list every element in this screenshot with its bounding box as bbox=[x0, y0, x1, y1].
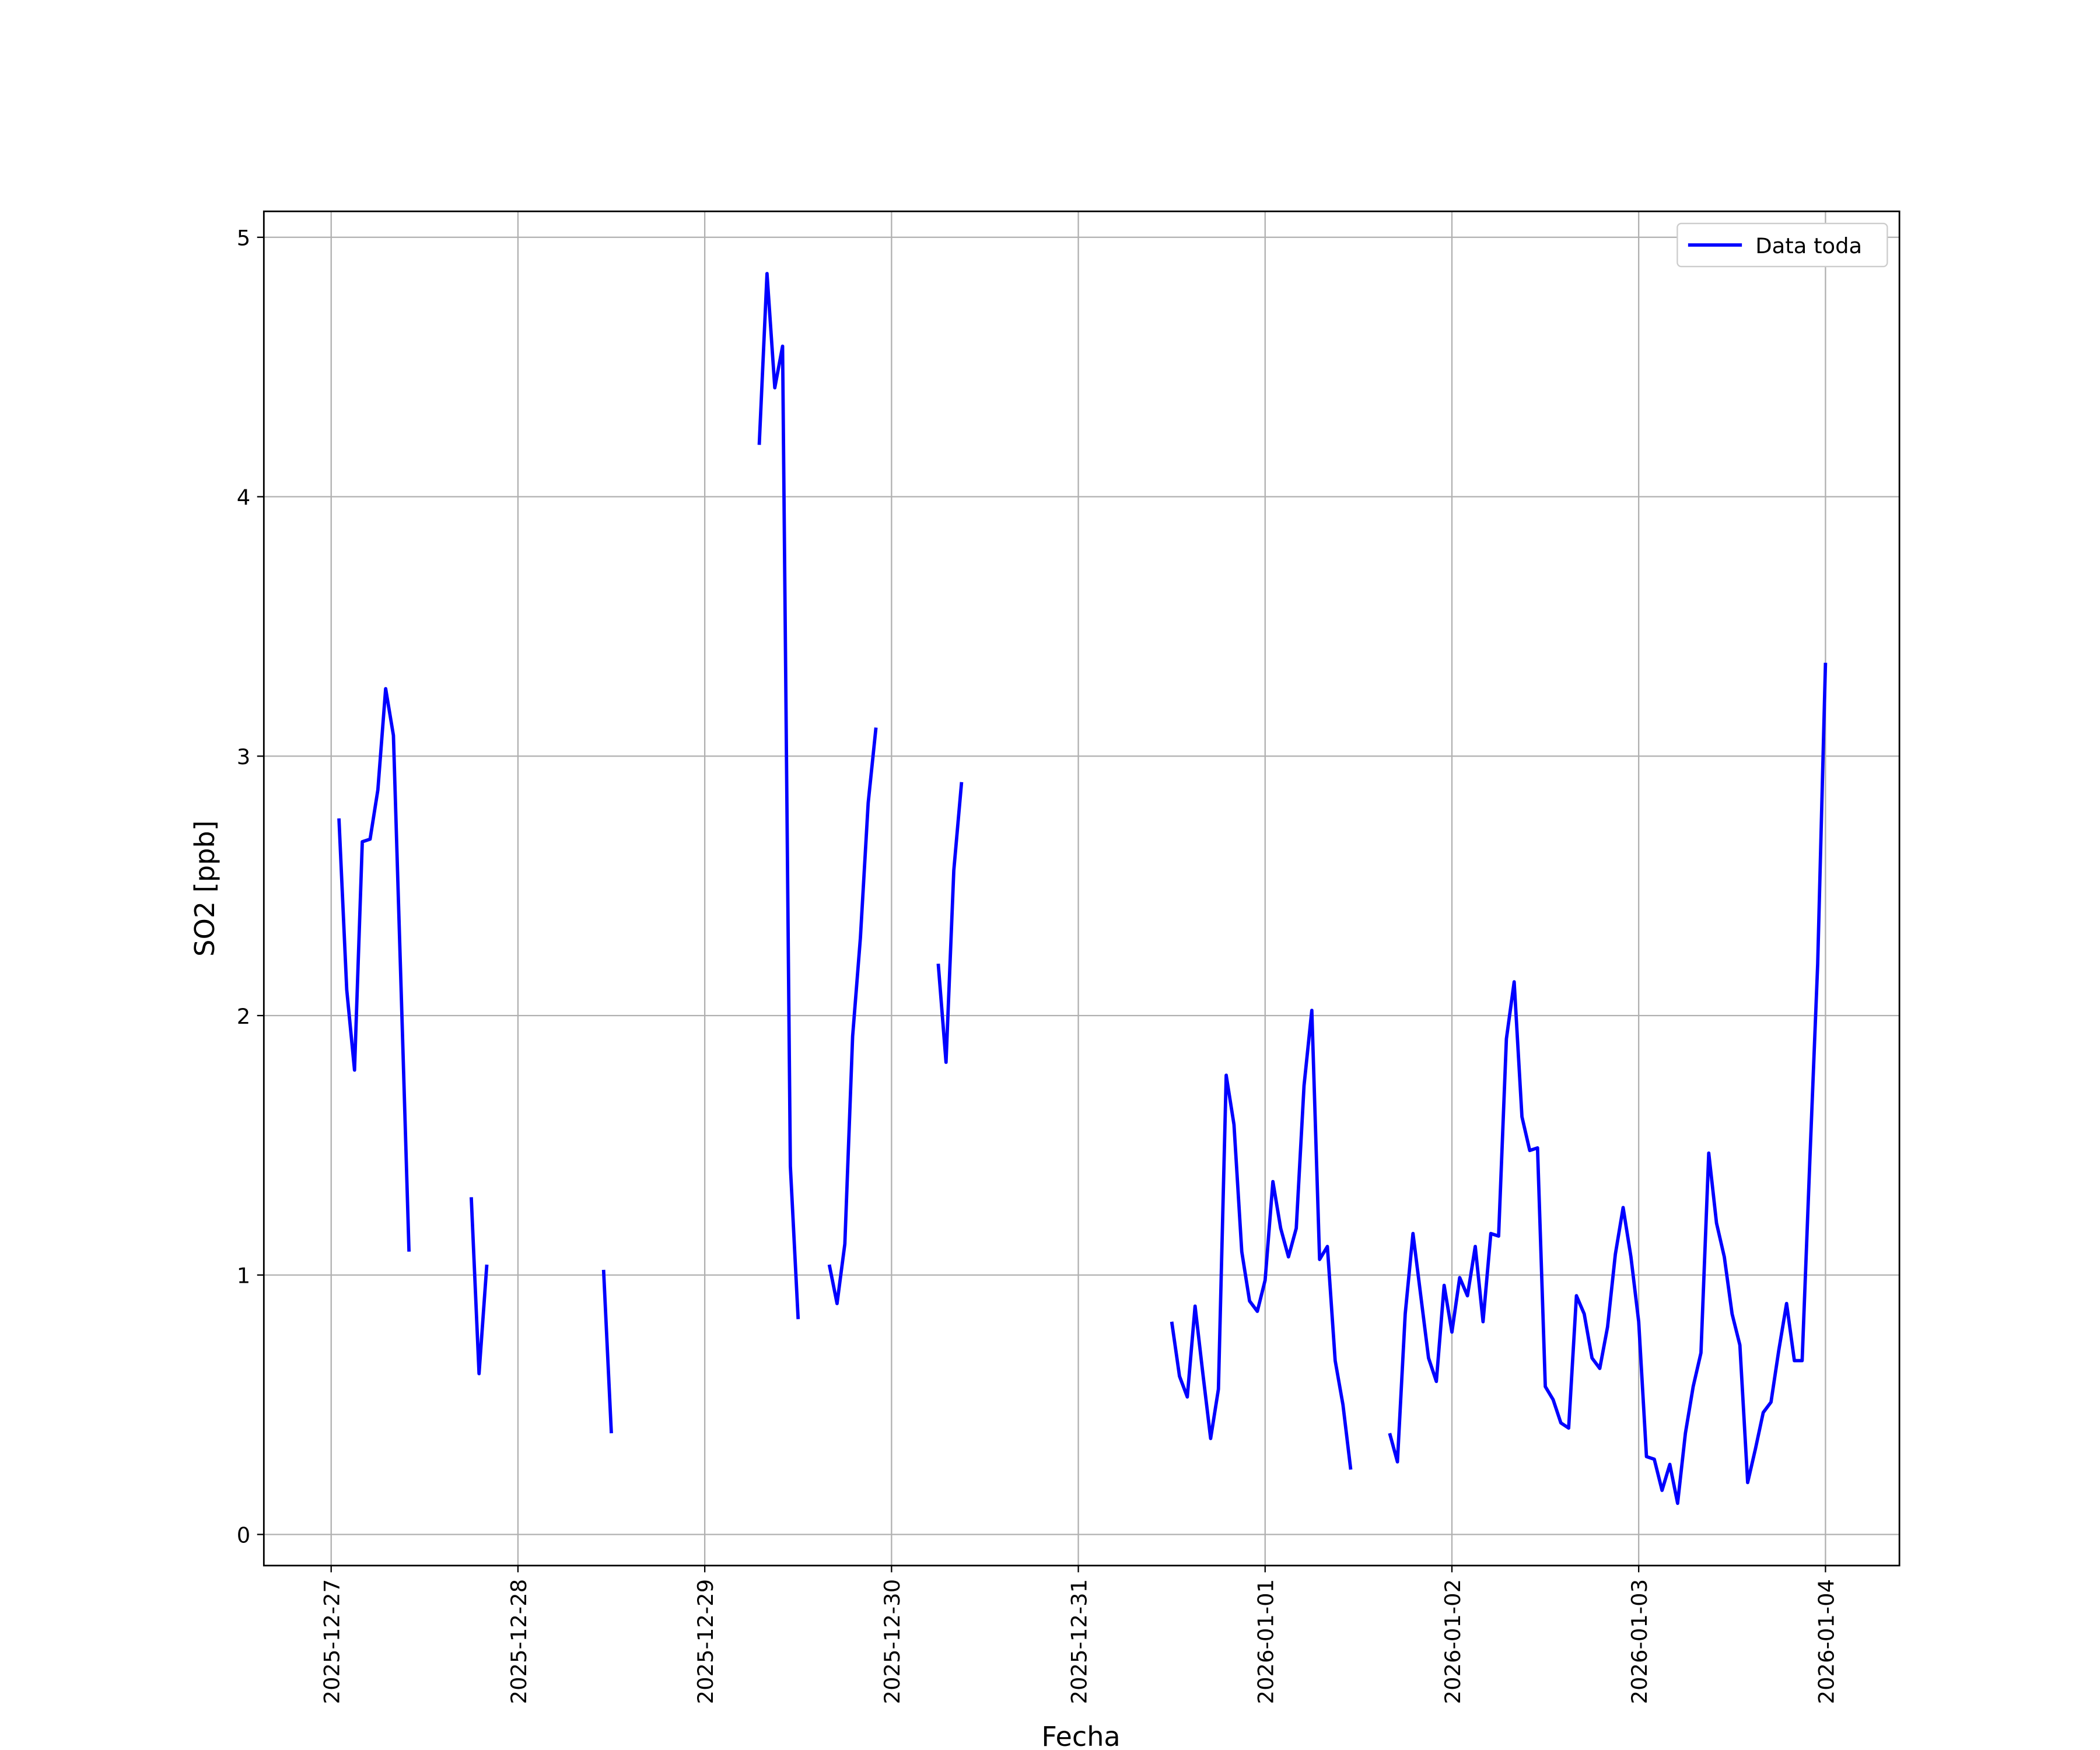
x-tick-label: 2026-01-04 bbox=[1814, 1579, 1839, 1704]
y-tick-label: 0 bbox=[237, 1522, 250, 1548]
x-tick-label: 2026-01-02 bbox=[1440, 1579, 1465, 1704]
y-axis-label: SO2 [ppb] bbox=[189, 820, 220, 957]
legend-box bbox=[1676, 222, 1888, 268]
x-tick-label: 2025-12-31 bbox=[1066, 1579, 1091, 1704]
x-tick-label: 2025-12-30 bbox=[880, 1579, 905, 1704]
y-tick-label: 5 bbox=[237, 226, 250, 251]
x-tick-label: 2025-12-28 bbox=[506, 1579, 531, 1704]
x-tick-label: 2025-12-29 bbox=[693, 1579, 718, 1704]
y-tick-label: 3 bbox=[237, 744, 250, 769]
y-tick-label: 2 bbox=[237, 1004, 250, 1029]
x-tick-label: 2026-01-03 bbox=[1627, 1579, 1652, 1704]
legend: Data toda bbox=[1676, 222, 1888, 268]
data-line bbox=[337, 272, 1828, 1505]
plot-frame bbox=[262, 210, 1901, 1567]
plot-background bbox=[264, 211, 1900, 1566]
y-tick-label: 1 bbox=[237, 1264, 250, 1289]
x-axis-label: Fecha bbox=[1041, 1721, 1120, 1750]
x-tick-label: 2026-01-01 bbox=[1254, 1579, 1279, 1704]
legend-label: Data toda bbox=[1755, 233, 1862, 258]
y-tick-label: 4 bbox=[237, 485, 250, 510]
x-tick-label: 2025-12-27 bbox=[320, 1579, 345, 1704]
